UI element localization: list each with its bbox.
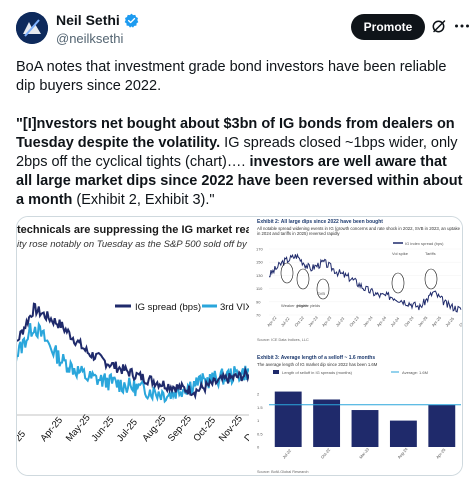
exhibit3-legend-avg: Average: 1.6M <box>402 370 428 375</box>
author-block: Neil Sethi @neilksethi <box>56 11 139 48</box>
x-tick-label: Sep-25 <box>166 413 194 444</box>
x-tick-label: Mar-23 <box>358 446 370 460</box>
more-icon[interactable] <box>453 17 471 35</box>
series-ig-spread-line <box>17 302 249 401</box>
x-tick-label: Oct-24 <box>403 315 415 328</box>
exhibit3-title: Exhibit 3: Average length of a selloff ~… <box>257 355 376 361</box>
author-handle[interactable]: @neilksethi <box>56 31 124 46</box>
y-tick-label: 1.5 <box>257 405 263 410</box>
avatar[interactable] <box>16 12 48 44</box>
x-tick-label: Jul-25 <box>115 417 140 444</box>
author-name[interactable]: Neil Sethi <box>56 12 120 28</box>
annotation-label: Vol spike <box>392 251 409 256</box>
bar <box>351 410 379 447</box>
left-chart-title: technicals are suppressing the IG market… <box>17 224 249 236</box>
exhibit2-title: Exhibit 2: All large dips since 2022 hav… <box>257 219 383 225</box>
annotation-circle <box>424 268 438 290</box>
left-chart-legend: IG spread (bps) 3rd VIX futu <box>115 302 249 313</box>
annotation-circle <box>296 268 310 290</box>
x-tick-label: Apr-25 <box>431 315 443 328</box>
tweet-text: BoA notes that investment grade bond inv… <box>16 58 463 210</box>
y-tick-label: 130 <box>256 273 263 278</box>
x-tick-label: Oct-22 <box>320 447 332 460</box>
annotation-label: Higher yields <box>297 303 320 308</box>
y-tick-label: 110 <box>256 286 263 291</box>
tweet-header: Neil Sethi @neilksethi Promote <box>0 0 475 52</box>
tweet-paragraph-2: "[I]nvestors net bought about $3bn of IG… <box>16 115 463 210</box>
annotation-circle <box>316 278 330 300</box>
quote-bold-1: "[I]nvestors net bought about $3bn of IG… <box>16 116 455 151</box>
series-vix-line <box>17 321 249 404</box>
x-tick-label: Jan-25 <box>417 314 429 327</box>
grok-icon[interactable] <box>431 18 447 34</box>
exhibit3-subtitle: The average length of IG market dip sinc… <box>257 362 378 367</box>
y-tick-label: 150 <box>256 260 263 265</box>
annotation-circle <box>391 272 405 294</box>
x-tick-label: Oct-25 <box>191 415 218 444</box>
y-tick-label: 170 <box>256 247 263 252</box>
bar <box>428 404 456 447</box>
x-tick-label: Jan-23 <box>307 314 319 327</box>
x-tick-label: Oct-22 <box>293 315 305 328</box>
x-tick-label: Apr-23 <box>321 315 333 328</box>
annotation-circle <box>280 262 294 284</box>
quote-text-2: (Exhibit 2, Exhibit 3)." <box>72 192 215 208</box>
y-tick-label: 0 <box>257 445 260 450</box>
bar <box>389 420 417 447</box>
exhibit2-source: Source: ICE Data Indices, LLC <box>257 338 309 342</box>
x-tick-label: Aug-25 <box>140 413 168 444</box>
x-tick-label: Apr-25 <box>38 415 65 444</box>
x-tick-label: 25 <box>17 429 28 444</box>
annotation-label: Tariffs <box>425 251 436 256</box>
y-tick-label: 0.5 <box>257 431 263 436</box>
exhibit3-chart: Length of selloff in IG spreads (months)… <box>257 370 461 460</box>
avatar-logo-icon <box>16 12 48 44</box>
annotation-label: Weaker growth <box>281 303 308 308</box>
x-tick-label: Aug-24 <box>396 446 409 460</box>
x-tick-label: Apr-24 <box>376 315 388 328</box>
exhibit3-legend: Length of selloff in IG spreads (months)… <box>273 370 428 375</box>
exhibit3-source: Source: BofA Global Research <box>257 470 309 474</box>
annotation-label: SVB <box>317 291 325 296</box>
x-tick-label: Jun-25 <box>89 415 116 444</box>
quote-bold-2: investors are well aware that all large … <box>16 154 463 208</box>
x-tick-label: Oct-25 <box>458 315 463 328</box>
exhibit2-legend: IG index spread (bps) <box>393 241 444 246</box>
x-tick-label: Nov-25 <box>217 413 245 444</box>
x-tick-label: Apr-22 <box>266 315 278 328</box>
x-tick-label: Oct-23 <box>348 315 360 328</box>
y-tick-label: 70 <box>256 313 261 318</box>
x-tick-label: Jul-22 <box>280 315 291 327</box>
x-tick-label: Jul-22 <box>281 447 292 459</box>
exhibit2-series-line <box>269 253 462 313</box>
y-tick-label: 1 <box>257 418 260 423</box>
y-tick-label: 90 <box>256 299 261 304</box>
media-image-left[interactable]: technicals are suppressing the IG market… <box>17 217 249 475</box>
verified-badge-icon <box>124 13 139 28</box>
left-chart-subtitle: ity rose notably on Tuesday as the S&P 5… <box>17 239 249 250</box>
exhibit3-legend-bars: Length of selloff in IG spreads (months) <box>282 370 353 375</box>
legend-ig-spread: IG spread (bps) <box>135 302 201 313</box>
bar <box>313 399 341 447</box>
promote-button[interactable]: Promote <box>351 14 425 40</box>
exhibit2-chart: 170 150 130 110 90 70 Apr-22 Jul-22 Oct-22 Jan-23… <box>256 241 463 328</box>
legend-vix: 3rd VIX futu <box>220 302 249 313</box>
media-attachment[interactable]: technicals are suppressing the IG market… <box>16 216 463 476</box>
exhibit2-legend-label: IG index spread (bps) <box>405 241 444 246</box>
x-tick-label: Jul-23 <box>335 315 346 327</box>
x-tick-label: Jan-24 <box>362 314 374 327</box>
tweet-paragraph-1: BoA notes that investment grade bond inv… <box>16 59 447 94</box>
exhibit2-subtitle: All notable spread widening events in IG… <box>257 226 461 237</box>
y-tick-label: 2 <box>257 392 260 397</box>
x-tick-label: Apr-25 <box>435 447 447 460</box>
x-tick-label: Jul-24 <box>389 315 400 327</box>
bar <box>274 391 302 447</box>
media-image-right[interactable]: Exhibit 2: All large dips since 2022 hav… <box>251 217 463 475</box>
quote-text-1: IG spreads closed ~1bps wider, only 2bps… <box>16 135 458 170</box>
x-tick-label: Jul-25 <box>444 315 455 327</box>
x-tick-label: May-25 <box>64 413 93 444</box>
